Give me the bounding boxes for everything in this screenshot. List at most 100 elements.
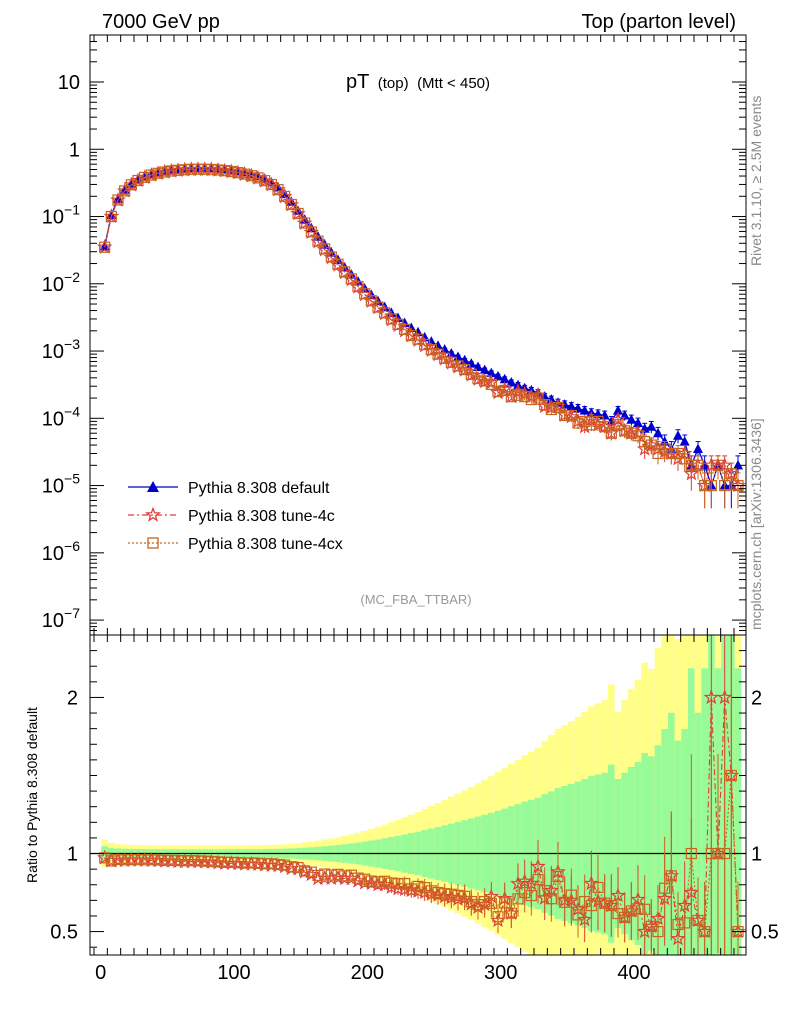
ratio-point — [525, 889, 537, 902]
ratio-point — [612, 907, 624, 920]
ratio-point — [232, 857, 244, 869]
y-tick-label: 10−7 — [42, 605, 80, 632]
data-point — [605, 427, 617, 439]
data-point — [439, 352, 451, 364]
data-point — [505, 391, 517, 403]
data-point — [705, 479, 717, 492]
data-point — [712, 459, 724, 471]
legend-marker-star — [145, 506, 161, 522]
x-tick-label: 100 — [217, 962, 250, 984]
data-point — [232, 167, 244, 179]
data-point — [539, 391, 550, 401]
data-point — [599, 410, 610, 420]
data-point — [725, 468, 737, 480]
ratio-point — [112, 853, 124, 866]
data-point — [679, 453, 691, 465]
ratio-y-tick-label-right: 0.5 — [751, 922, 779, 944]
data-point — [299, 217, 311, 229]
ratio-point — [392, 878, 404, 890]
data-point — [479, 364, 490, 375]
ratio-point — [559, 896, 571, 908]
data-point — [252, 172, 264, 184]
ratio-point — [312, 869, 324, 881]
ratio-point — [592, 881, 604, 894]
ratio-point — [552, 870, 564, 883]
data-point — [632, 430, 644, 442]
data-point — [105, 210, 117, 223]
ratio-point — [159, 854, 171, 866]
ratio-point — [179, 855, 191, 867]
y-tick-label: 10−4 — [42, 403, 80, 430]
data-point — [486, 367, 497, 378]
data-point — [285, 198, 297, 211]
ratio-point — [499, 897, 511, 909]
ratio-point — [585, 899, 597, 912]
ratio-frame — [89, 634, 747, 956]
ratio-point — [139, 854, 151, 866]
data-point — [159, 166, 171, 178]
ratio-point — [239, 857, 251, 869]
data-point — [112, 194, 124, 206]
ratio-point — [632, 903, 644, 915]
data-point — [499, 384, 511, 396]
data-point — [492, 385, 504, 398]
ratio-point — [512, 893, 524, 905]
data-point — [139, 171, 151, 183]
data-point — [585, 419, 597, 431]
data-point — [405, 329, 417, 342]
data-point — [559, 409, 571, 422]
ratio-point — [152, 854, 164, 866]
data-point — [452, 360, 464, 372]
ratio-point — [372, 876, 384, 888]
legend-marker-triangle — [147, 481, 159, 492]
ratio-point — [279, 859, 291, 871]
y-tick-label: 10−2 — [42, 269, 80, 296]
data-point — [319, 243, 331, 255]
ratio-point — [672, 918, 684, 931]
ratio-point — [119, 854, 131, 866]
data-point — [572, 417, 584, 429]
data-point — [699, 459, 710, 470]
ratio-y-tick-label-right: 1 — [751, 844, 762, 866]
data-point — [179, 164, 191, 176]
ratio-point — [299, 865, 311, 877]
data-point — [653, 427, 663, 438]
ratio-point — [405, 883, 417, 895]
ratio-point — [379, 875, 391, 887]
ratio-point — [692, 914, 704, 927]
ratio-point — [192, 855, 204, 867]
data-point — [125, 179, 137, 191]
data-point — [673, 430, 683, 440]
title-qualifier: (top) — [378, 75, 409, 92]
legend-entry-tune4cx: Pythia 8.308 tune-4cx — [128, 536, 343, 553]
ratio-point — [712, 847, 724, 860]
ratio-point — [332, 868, 344, 880]
data-point — [579, 415, 591, 427]
data-point — [345, 273, 357, 285]
data-point — [439, 344, 450, 354]
ratio-point — [505, 907, 517, 919]
data-point — [679, 436, 690, 446]
ratio-y-tick-label: 2 — [67, 687, 78, 709]
data-point — [272, 184, 284, 196]
ratio-point — [625, 905, 637, 917]
data-point — [219, 165, 231, 177]
data-point — [545, 403, 557, 416]
data-point — [459, 354, 470, 365]
band-inner — [674, 740, 682, 955]
data-point — [399, 323, 411, 335]
data-point — [132, 174, 144, 187]
ratio-point — [425, 885, 437, 897]
data-point — [565, 409, 577, 422]
data-point — [312, 235, 324, 247]
data-point — [259, 173, 270, 183]
data-point — [733, 459, 743, 470]
ratio-point — [339, 870, 351, 882]
ratio-point — [652, 925, 664, 938]
ratio-point — [419, 882, 431, 894]
ratio-point — [352, 872, 364, 884]
legend: Pythia 8.308 default Pythia 8.308 tune-4… — [128, 480, 343, 553]
data-point — [512, 389, 524, 401]
